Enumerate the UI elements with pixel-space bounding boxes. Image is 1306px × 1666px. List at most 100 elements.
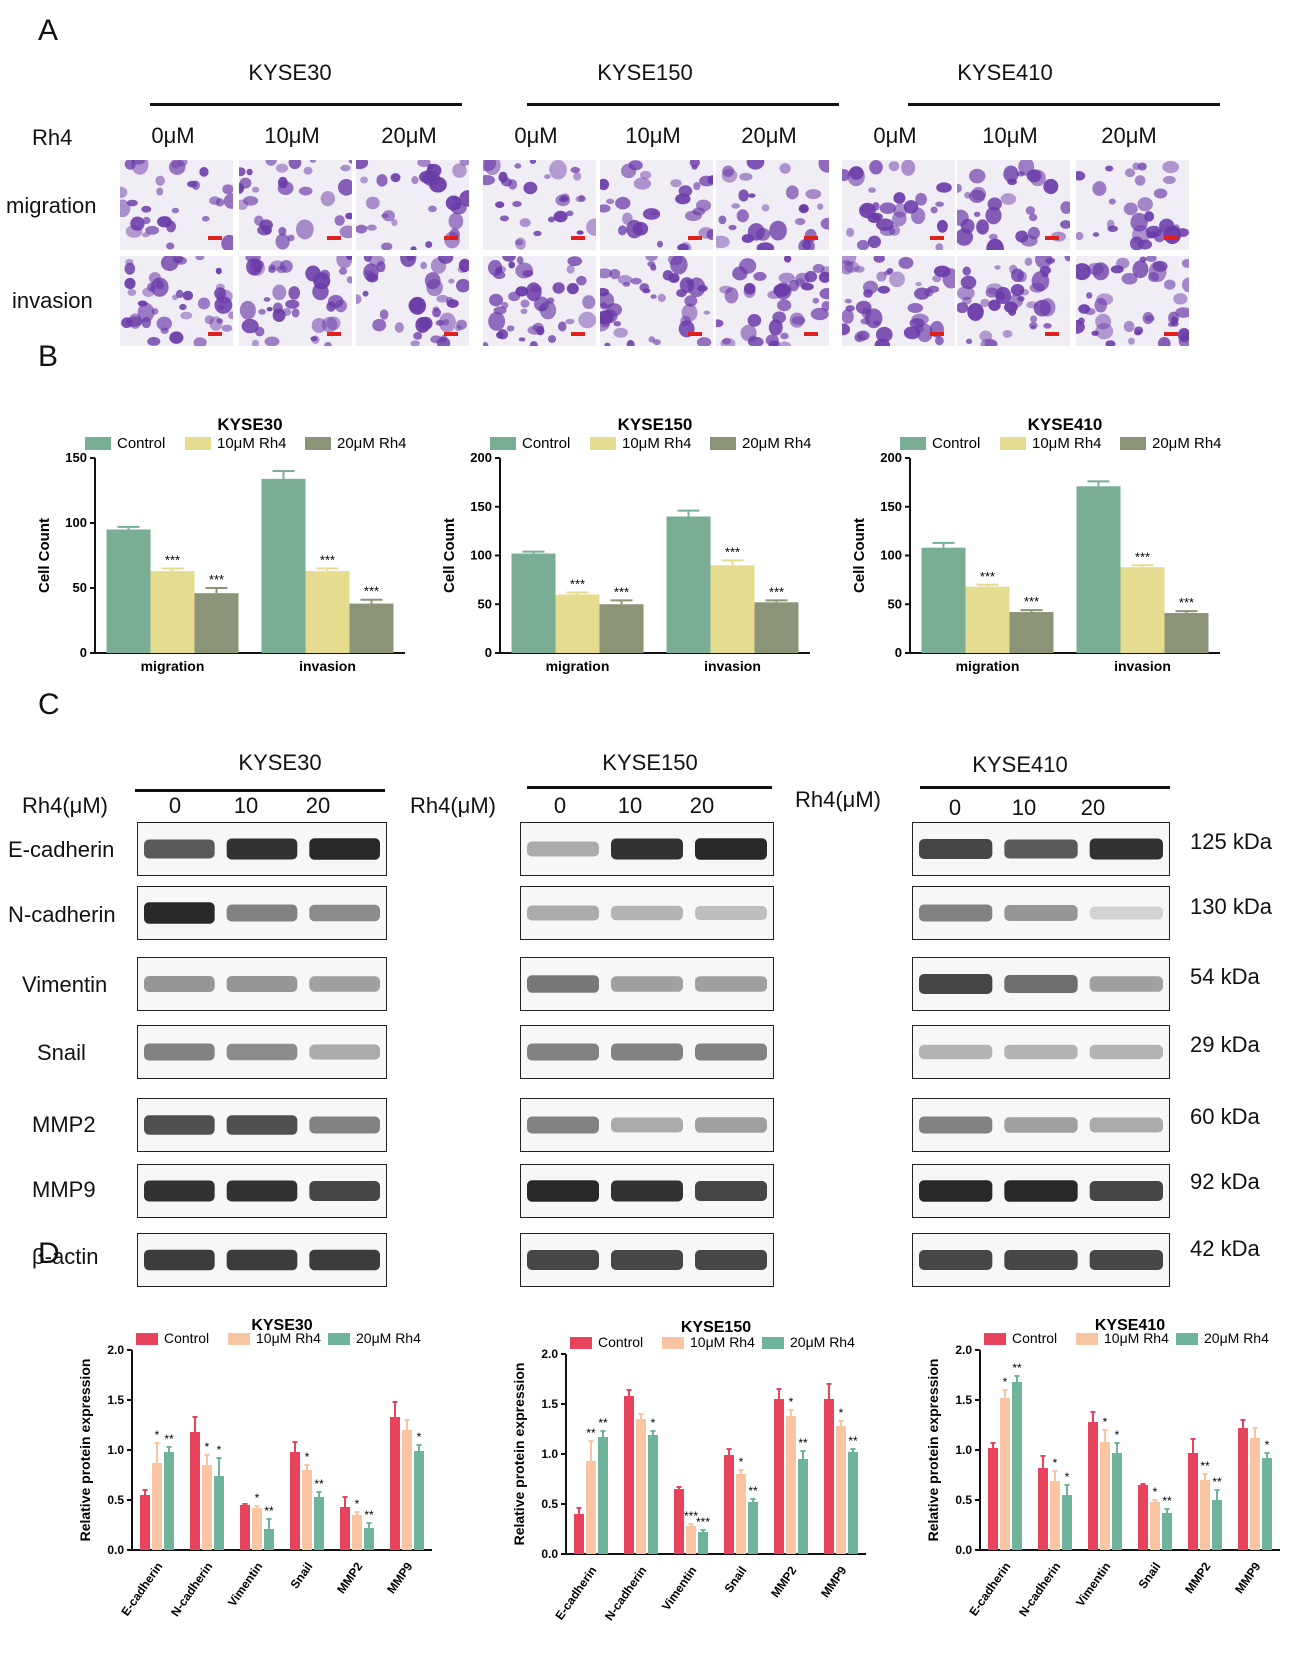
stained-cell — [394, 322, 404, 333]
blot-strip — [137, 886, 387, 940]
y-tick-label: 150 — [880, 499, 902, 514]
stained-cell — [769, 220, 787, 241]
protein-band — [611, 976, 683, 992]
legend-label: 20μM Rh4 — [1204, 1330, 1269, 1346]
protein-band — [144, 839, 215, 859]
y-tick-label: 50 — [73, 580, 87, 595]
stained-cell — [915, 281, 922, 287]
blot-strip — [520, 886, 774, 940]
stained-cell — [440, 334, 448, 343]
stained-cell — [860, 318, 871, 325]
stained-cell — [418, 316, 433, 330]
stained-cell — [1002, 330, 1013, 338]
stained-cell — [565, 318, 575, 325]
stained-cell — [647, 261, 656, 267]
protein-band — [695, 906, 767, 920]
chart-title: KYSE150 — [681, 1320, 751, 1336]
bar — [1120, 567, 1165, 653]
stained-cell — [334, 215, 345, 226]
legend-swatch — [85, 437, 111, 450]
stained-cell — [898, 256, 914, 269]
stained-cell — [209, 316, 223, 331]
protein-band — [144, 1249, 215, 1271]
micrograph-cells — [356, 256, 469, 346]
legend-swatch — [1000, 437, 1026, 450]
micrograph — [1076, 256, 1189, 346]
stained-cell — [600, 321, 611, 328]
protein-band — [309, 1044, 380, 1060]
stained-cell — [781, 284, 789, 289]
significance-mark: *** — [980, 569, 995, 584]
legend-swatch — [136, 1333, 158, 1345]
stained-cell — [372, 318, 387, 332]
stained-cell — [722, 338, 732, 345]
stained-cell — [1064, 256, 1070, 262]
kda-label: 54 kDa — [1190, 964, 1260, 989]
scale-bar — [571, 236, 585, 240]
panel-a-conc-label: 10μM — [264, 123, 320, 148]
protein-band — [611, 905, 683, 921]
stained-cell — [741, 234, 754, 243]
stained-cell — [313, 272, 331, 290]
stained-cell — [964, 191, 971, 199]
stained-cell — [1162, 160, 1180, 174]
stained-cell — [932, 275, 942, 283]
x-tick-label: migration — [141, 658, 205, 674]
significance-mark: ** — [1012, 1361, 1022, 1375]
protein-band — [226, 1115, 298, 1135]
stained-cell — [994, 265, 1001, 270]
chart-b-kyse30: KYSE30 Control 10μM Rh4 20μM Rh4 0 50 100 150 Ce… — [36, 418, 407, 674]
protein-band — [309, 1181, 380, 1201]
bar — [305, 571, 350, 653]
stained-cell — [338, 267, 348, 275]
significance-mark: * — [1115, 1428, 1120, 1442]
x-tick-label: MMP9 — [1232, 1559, 1264, 1596]
stained-cell — [780, 332, 789, 340]
stained-cell — [684, 295, 698, 307]
stained-cell — [618, 225, 627, 236]
stained-cell — [422, 171, 441, 186]
significance-mark: ** — [314, 1477, 324, 1491]
protein-band — [226, 904, 298, 922]
protein-band — [919, 1116, 993, 1134]
x-tick-label: invasion — [1114, 658, 1171, 674]
stained-cell — [626, 339, 635, 346]
bar — [1062, 1495, 1072, 1550]
stained-cell — [417, 160, 431, 168]
protein-band — [1089, 1044, 1163, 1060]
stained-cell — [748, 193, 756, 198]
stained-cell — [172, 294, 179, 301]
stained-cell — [847, 166, 865, 187]
panel-a-row-invasion: invasion — [12, 288, 93, 313]
scale-bar — [327, 236, 341, 240]
stained-cell — [1094, 297, 1108, 313]
stained-cell — [936, 219, 948, 233]
stained-cell — [428, 205, 437, 213]
stained-cell — [266, 306, 273, 312]
stained-cell — [883, 270, 892, 276]
micrograph — [957, 160, 1070, 250]
significance-mark: * — [1053, 1456, 1058, 1470]
blot-bands — [919, 1044, 1163, 1060]
stained-cell — [436, 294, 449, 303]
stained-cell — [195, 256, 205, 261]
stained-cell — [420, 261, 427, 270]
legend-label: 20μM Rh4 — [1152, 435, 1222, 452]
significance-mark: * — [155, 1428, 160, 1442]
stained-cell — [311, 335, 320, 344]
blot-bands — [527, 1043, 767, 1061]
protein-band — [144, 1043, 215, 1061]
protein-band — [695, 838, 767, 860]
significance-mark: *** — [614, 584, 629, 599]
stained-cell — [772, 311, 787, 324]
protein-band — [695, 1117, 767, 1133]
bar — [402, 1430, 412, 1550]
stained-cell — [456, 319, 467, 330]
legend-label: 10μM Rh4 — [690, 1334, 755, 1350]
scale-bar — [1164, 332, 1178, 336]
scale-bar — [930, 236, 944, 240]
panel-a-conc-label: 20μM — [381, 123, 437, 148]
micrograph-cells — [842, 160, 952, 250]
stained-cell — [679, 277, 695, 293]
micrograph-cells — [957, 160, 1070, 250]
